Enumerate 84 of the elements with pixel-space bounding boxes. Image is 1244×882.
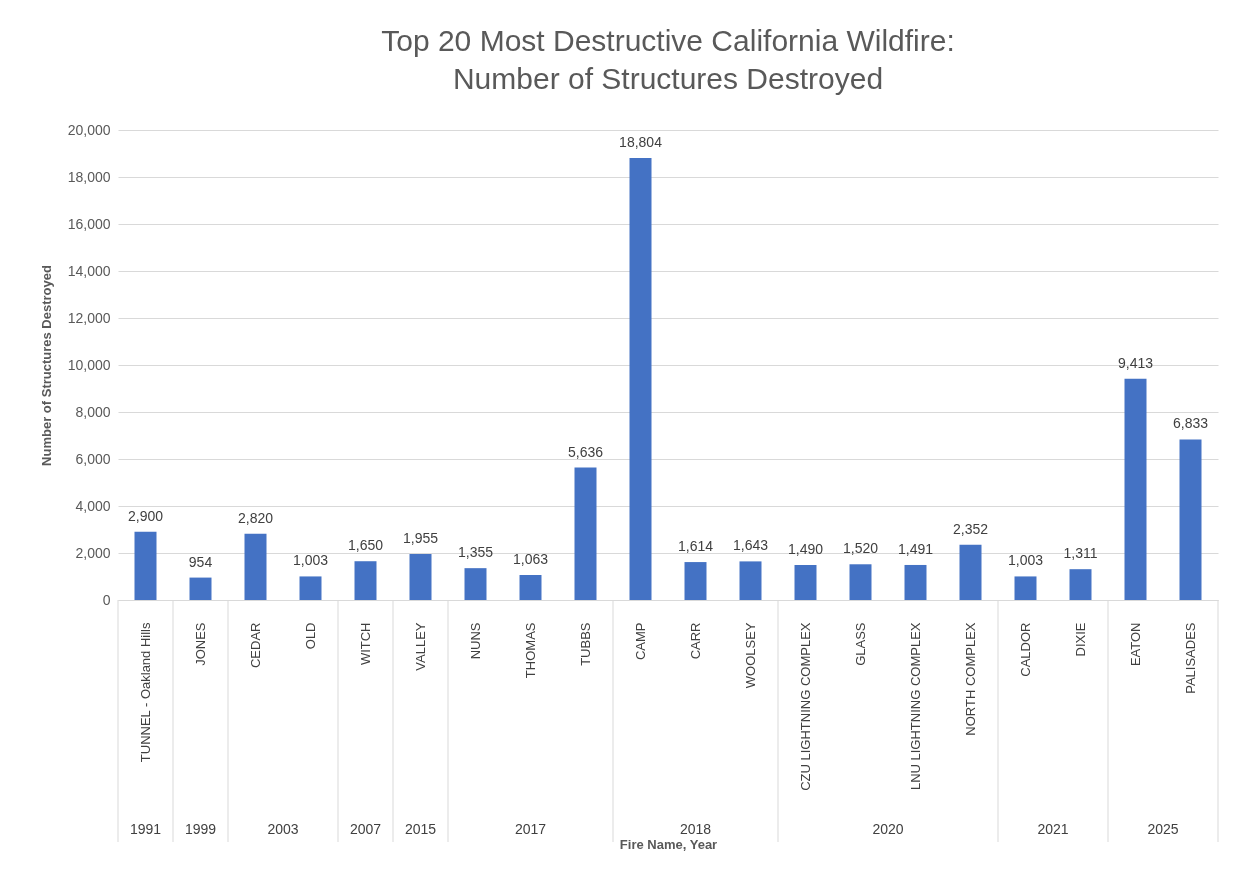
text: 1991 [129,821,162,837]
data-label: 2,900 [127,507,164,524]
bar [519,575,542,600]
data-label: 1,520 [842,540,879,557]
x-tick-label: EATON [1127,622,1143,667]
data-label: 1,491 [897,540,934,557]
bar [1124,378,1147,600]
data-label: 2,820 [237,509,274,526]
bar [739,561,762,600]
y-tick-label: 8,000 [75,403,111,420]
text: 2007 [349,821,382,837]
y-tick-label: 18,000 [67,168,111,185]
y-tick-label: 6,000 [75,450,111,467]
bar [409,554,432,600]
bar [354,561,377,600]
bar [189,577,212,600]
x-tick-label: TUBBS [577,622,593,666]
data-label: 1,650 [347,537,384,554]
data-label: 1,614 [677,538,714,555]
text: 1999 [184,821,217,837]
x-tick-label: CALDOR [1017,622,1033,677]
bar [1179,439,1202,600]
bar [299,576,322,600]
data-label: 1,490 [787,540,824,557]
bar [1069,569,1092,600]
data-label: 1,643 [732,537,769,554]
data-label: 18,804 [619,134,663,151]
bar [574,467,597,600]
bar [904,564,927,600]
x-tick-label: LNU LIGHTNING COMPLEX [907,622,923,791]
data-label: 5,636 [567,443,604,460]
bar [629,158,652,600]
bar [684,562,707,600]
bar [134,531,157,600]
data-label: 1,955 [402,530,439,547]
data-label: 1,003 [1007,552,1044,569]
text: 2020 [872,821,904,837]
y-tick-label: 4,000 [75,497,111,514]
y-tick-label: 12,000 [67,309,111,326]
data-label: 9,413 [1117,354,1154,371]
y-tick-label: 2,000 [75,544,111,561]
x-tick-label: WOOLSEY [742,622,758,689]
data-label: 1,355 [457,544,494,561]
text: 2017 [514,821,547,837]
x-tick-label: DIXIE [1072,622,1088,657]
y-tick-label: 10,000 [67,356,111,373]
x-tick-label: CARR [687,622,703,660]
x-tick-label: VALLEY [412,622,428,671]
x-tick-label: JONES [192,622,208,666]
text: 2015 [404,821,437,837]
text: 2021 [1037,821,1069,837]
data-label: 6,833 [1172,415,1209,432]
text: 2003 [267,821,299,837]
data-label: 1,311 [1063,545,1098,562]
chart-title: Top 20 Most Destructive California Wildfire: Number of Structures Destroyed [381,24,955,95]
data-label: 1,063 [512,551,549,568]
y-tick-label: 14,000 [67,262,111,279]
text: 2025 [1147,821,1179,837]
x-tick-label: THOMAS [522,622,538,679]
y-axis-title: Number of Structures Destroyed [38,265,54,466]
bar [959,544,982,600]
bar [244,533,267,600]
bar [464,568,487,600]
x-tick-label: NORTH COMPLEX [962,622,978,736]
x-axis-title: Fire Name, Year [619,836,718,852]
x-tick-label: CEDAR [247,622,263,669]
x-tick-label: CAMP [632,622,648,661]
data-label: 954 [188,553,213,570]
x-tick-label: TUNNEL - Oakland Hills [137,622,153,763]
x-tick-label: PALISADES [1182,622,1198,694]
y-tick-label: 20,000 [67,121,111,138]
x-tick-label: CZU LIGHTNING COMPLEX [797,622,813,791]
bar [849,564,872,600]
bar [1014,576,1037,600]
bar [794,564,817,600]
x-tick-label: NUNS [467,622,483,660]
y-tick-label: 16,000 [67,215,111,232]
data-label: 1,003 [292,552,329,569]
x-tick-label: GLASS [852,622,868,666]
data-label: 2,352 [952,520,989,537]
y-tick-label: 0 [102,591,111,608]
text: 2018 [679,821,712,837]
x-tick-label: OLD [302,622,318,650]
x-tick-label: WITCH [357,622,373,666]
